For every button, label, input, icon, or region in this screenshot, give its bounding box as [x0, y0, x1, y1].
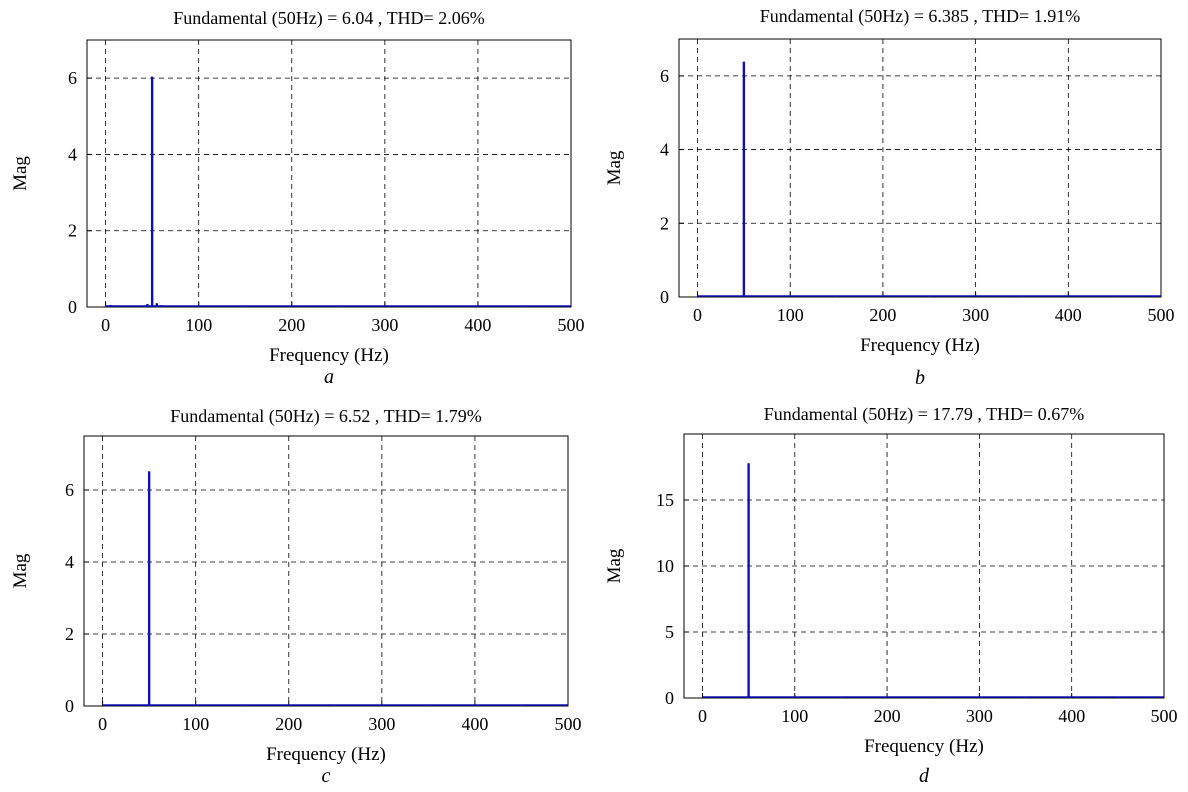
- spectrum-bar: [710, 697, 713, 698]
- spectrum-plot-b: Fundamental (50Hz) = 6.385 , THD= 1.91% 0…: [604, 6, 1175, 389]
- spectrum-bar: [705, 295, 709, 297]
- y-tick-label: 2: [660, 213, 669, 233]
- spectrum-bar: [241, 705, 244, 706]
- y-axis-label: Mag: [604, 150, 625, 185]
- x-tick-label: 100: [182, 714, 209, 734]
- y-axis-label: Mag: [10, 156, 31, 191]
- x-tick-label: 200: [869, 305, 896, 325]
- x-tick-label: 300: [371, 315, 398, 335]
- x-tick-label: 500: [558, 315, 585, 335]
- y-tick-label: 2: [65, 624, 74, 644]
- spectrum-plot-a: Fundamental (50Hz) = 6.04 , THD= 2.06% 0 1…: [10, 8, 585, 388]
- x-tick-label: 500: [555, 714, 582, 734]
- spectrum-bar: [427, 705, 430, 706]
- panel-a: Fundamental (50Hz) = 6.04 , THD= 2.06% 0 1…: [0, 0, 594, 396]
- y-axis-label: Mag: [10, 553, 31, 588]
- y-tick-label: 0: [65, 696, 74, 716]
- plot-area: [83, 435, 569, 707]
- spectrum-bar: [110, 704, 114, 706]
- x-tick-label: 0: [698, 706, 707, 726]
- x-tick-label: 200: [874, 706, 901, 726]
- x-tick-label: 0: [98, 714, 107, 734]
- x-tick-label: 200: [275, 714, 302, 734]
- chart-title: Fundamental (50Hz) = 6.04 , THD= 2.06%: [173, 8, 484, 29]
- y-tick-label: 4: [68, 144, 77, 164]
- x-tick-label: 100: [777, 305, 804, 325]
- y-tick-label: 15: [656, 490, 674, 510]
- panel-b: Fundamental (50Hz) = 6.385 , THD= 1.91% 0…: [594, 0, 1188, 396]
- subfigure-caption: a: [324, 366, 334, 388]
- x-tick-label: 400: [1055, 305, 1082, 325]
- spectrum-bar: [747, 463, 750, 698]
- spectrum-bar: [337, 306, 340, 307]
- y-tick-label: 10: [656, 556, 674, 576]
- x-tick-label: 400: [461, 714, 488, 734]
- spectrum-bar: [839, 697, 843, 699]
- subfigure-caption: c: [322, 765, 331, 787]
- y-tick-label: 0: [665, 688, 674, 708]
- spectrum-bar: [430, 306, 433, 307]
- y-tick-label: 4: [660, 140, 669, 160]
- x-axis-label: Frequency (Hz): [269, 345, 389, 366]
- spectrum-bar: [147, 471, 151, 706]
- y-tick-label: 4: [65, 552, 74, 572]
- x-axis-label: Frequency (Hz): [266, 744, 386, 765]
- x-tick-label: 400: [1058, 706, 1085, 726]
- x-axis-label: Frequency (Hz): [864, 736, 984, 757]
- spectrum-bar: [146, 303, 149, 307]
- spectrum-bar: [160, 305, 163, 307]
- x-tick-label: 500: [1151, 706, 1178, 726]
- spectrum-bar: [520, 705, 523, 706]
- spectrum-bar: [1024, 697, 1027, 699]
- spectrum-bar: [334, 705, 337, 706]
- x-tick-label: 500: [1148, 305, 1175, 325]
- spectrum-bar: [155, 303, 159, 307]
- spectrum-bar: [113, 305, 117, 307]
- x-tick-label: 400: [464, 315, 491, 335]
- y-tick-label: 6: [65, 480, 74, 500]
- spectrum-bar: [1113, 296, 1116, 297]
- spectrum-plot-d: Fundamental (50Hz) = 17.79 , THD= 0.67% 0…: [604, 404, 1178, 787]
- subfigure-caption: d: [919, 765, 930, 787]
- y-axis-label: Mag: [604, 548, 625, 583]
- plot-area: [86, 39, 572, 308]
- y-tick-label: 0: [68, 297, 77, 317]
- spectrum-bar: [150, 76, 154, 307]
- y-tick-label: 2: [68, 221, 77, 241]
- spectrum-bar: [742, 61, 746, 297]
- spectrum-plot-c: Fundamental (50Hz) = 6.52 , THD= 1.79% 0 1…: [10, 406, 582, 787]
- y-tick-label: 6: [660, 66, 669, 86]
- chart-title: Fundamental (50Hz) = 17.79 , THD= 0.67%: [764, 404, 1084, 425]
- x-axis-label: Frequency (Hz): [860, 335, 980, 356]
- chart-title: Fundamental (50Hz) = 6.52 , THD= 1.79%: [170, 406, 481, 427]
- panel-d: Fundamental (50Hz) = 17.79 , THD= 0.67% 0…: [594, 396, 1188, 792]
- spectrum-bar: [523, 306, 526, 307]
- x-tick-label: 300: [962, 305, 989, 325]
- spectrum-bar: [835, 295, 838, 297]
- subfigure-caption: b: [915, 367, 925, 389]
- spectrum-bar: [109, 305, 112, 307]
- spectrum-bar: [1020, 296, 1024, 297]
- spectrum-bar: [932, 697, 935, 699]
- plot-area: [678, 38, 1162, 298]
- x-tick-label: 300: [966, 706, 993, 726]
- y-tick-label: 0: [660, 287, 669, 307]
- x-tick-label: 100: [781, 706, 808, 726]
- y-tick-label: 6: [68, 68, 77, 88]
- x-tick-label: 100: [185, 315, 212, 335]
- x-tick-label: 300: [368, 714, 395, 734]
- chart-title: Fundamental (50Hz) = 6.385 , THD= 1.91%: [760, 6, 1080, 27]
- panel-c: Fundamental (50Hz) = 6.52 , THD= 1.79% 0 1…: [0, 396, 594, 792]
- x-tick-label: 0: [693, 305, 702, 325]
- spectrum-bar: [1116, 697, 1120, 699]
- y-tick-label: 5: [665, 622, 674, 642]
- x-tick-label: 0: [101, 315, 110, 335]
- x-tick-label: 200: [278, 315, 305, 335]
- spectrum-bar: [928, 296, 931, 297]
- spectrum-bar: [244, 305, 247, 307]
